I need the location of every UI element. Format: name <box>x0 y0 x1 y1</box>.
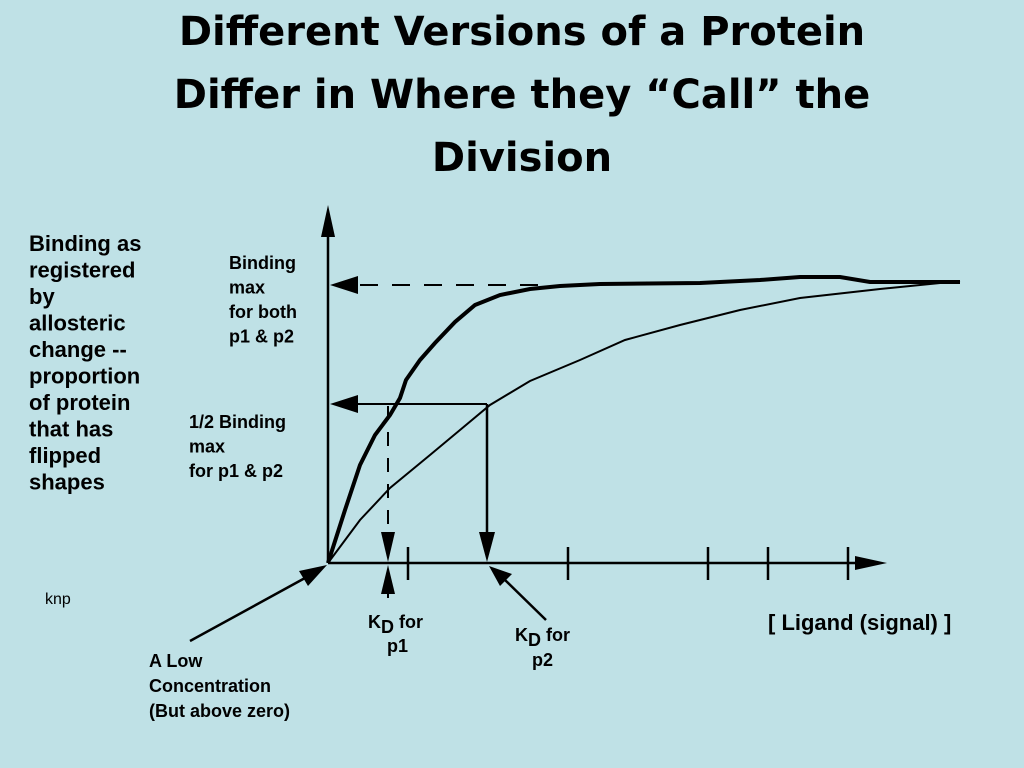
title: Different Versions of a Protein Differ in… <box>174 9 870 181</box>
half-max-line: for p1 & p2 <box>189 461 283 481</box>
binding-max-line: for both <box>229 302 297 322</box>
binding-max-label: Binding max for both p1 & p2 <box>229 253 297 347</box>
low-conc-line: (But above zero) <box>149 701 290 721</box>
kd-p2: KD for <box>515 625 570 650</box>
x-label: [ Ligand (signal) ] <box>768 610 951 635</box>
kd-p1: KD for <box>368 612 423 637</box>
y-label-line: by <box>29 284 55 309</box>
title-line: Differ in Where they “Call” the <box>174 72 870 118</box>
title-line: Different Versions of a Protein <box>179 9 865 55</box>
y-label-line: flipped <box>29 443 101 468</box>
low-conc-line: Concentration <box>149 676 271 696</box>
author: knp <box>45 591 71 608</box>
arrowhead <box>381 565 395 594</box>
y-label-line: Binding as <box>29 231 141 256</box>
kd-subscript: D <box>381 617 394 637</box>
arrowhead <box>479 532 495 562</box>
y-label-line: allosteric <box>29 311 126 336</box>
kd-symbol: K <box>515 625 528 645</box>
binding-max-line: p1 & p2 <box>229 327 294 347</box>
half-max-line: max <box>189 437 225 457</box>
curve-p1 <box>326 275 960 564</box>
kd-text: for <box>399 612 423 632</box>
kd-subscript: D <box>528 630 541 650</box>
arrowhead <box>330 395 358 413</box>
binding-max-line: Binding <box>229 253 296 273</box>
kd-p1-line2: p1 <box>387 636 408 656</box>
curve-p2 <box>327 280 961 564</box>
arrowhead <box>855 556 887 570</box>
half-binding-max-label: 1/2 Binding max for p1 & p2 <box>189 412 286 481</box>
x-ticks <box>406 547 850 580</box>
arrowhead <box>381 532 395 562</box>
low-concentration-label: A Low Concentration (But above zero) <box>149 651 290 721</box>
y-label-line: of protein <box>29 390 130 415</box>
arrowhead <box>330 276 358 294</box>
arrowhead <box>321 205 335 237</box>
low-conc-pointer <box>189 576 306 643</box>
half-max-line: 1/2 Binding <box>189 412 286 432</box>
binding-max-line: max <box>229 278 265 298</box>
kd-text: for <box>546 625 570 645</box>
y-label-line: registered <box>29 258 135 283</box>
kd-p2-line2: p2 <box>532 650 553 670</box>
kd-symbol: K <box>368 612 381 632</box>
arrowhead <box>489 566 512 586</box>
y-label-line: that has <box>29 417 113 442</box>
low-conc-line: A Low <box>149 651 203 671</box>
arrowhead <box>299 565 327 586</box>
y-label-line: change -- <box>29 337 127 362</box>
y-label-line: proportion <box>29 364 140 389</box>
kd-p2-pointer <box>504 579 547 621</box>
y-label-line: shapes <box>29 470 105 495</box>
title-line: Division <box>432 135 612 181</box>
